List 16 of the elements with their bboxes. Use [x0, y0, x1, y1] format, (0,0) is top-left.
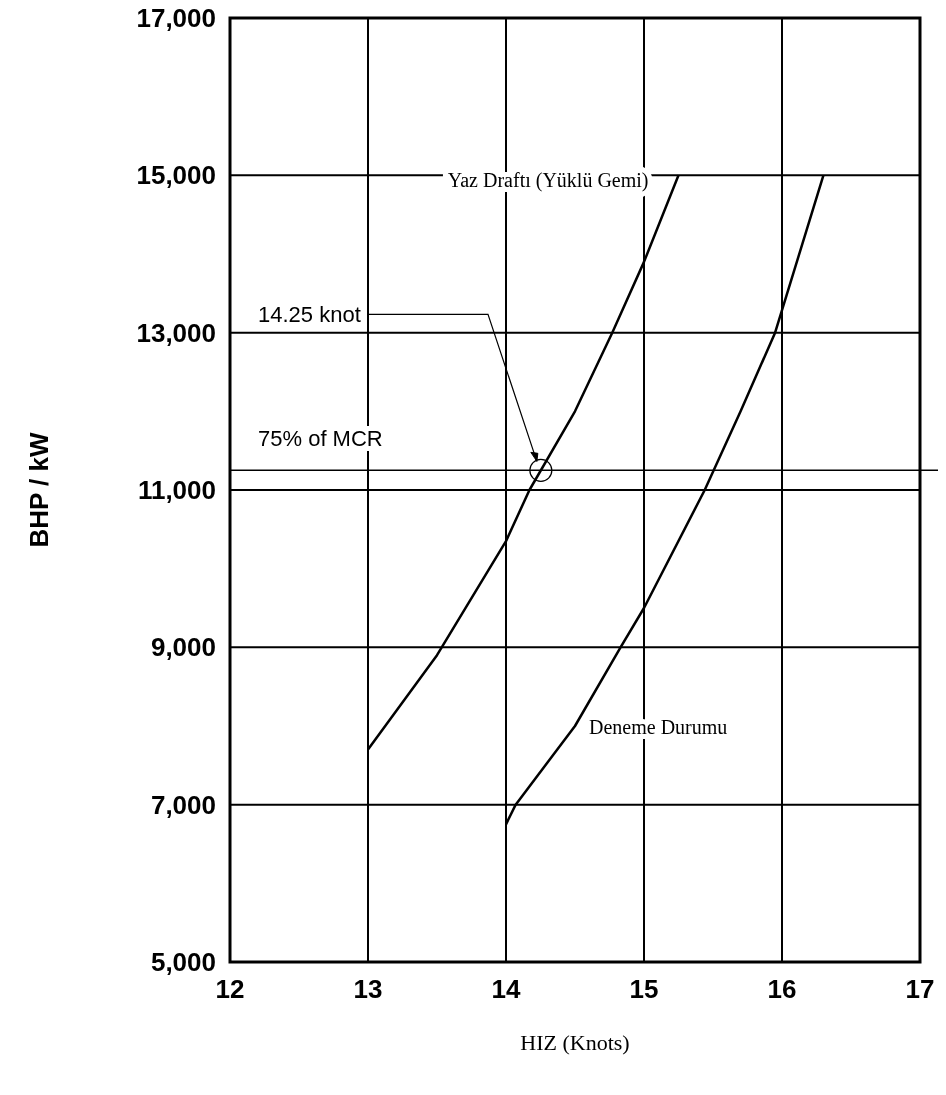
x-axis-title: HIZ (Knots) [520, 1030, 630, 1055]
y-tick-label: 13,000 [136, 317, 216, 348]
y-tick-label: 9,000 [150, 632, 216, 663]
y-tick-label: 5,000 [150, 947, 216, 977]
y-tick-label: 17,000 [136, 3, 216, 33]
x-tick-label: 15 [629, 974, 659, 1004]
y-tick-label: 11,000 [137, 475, 216, 505]
x-tick-label: 13 [353, 974, 383, 1004]
y-tick-label: 7,000 [150, 789, 216, 820]
y-axis-title: BHP / kW [24, 432, 54, 548]
x-tick-label: 12 [215, 974, 245, 1004]
annotation: 14.25 knot [258, 302, 361, 328]
x-tick-label: 16 [767, 974, 797, 1004]
x-tick-label: 17 [905, 974, 935, 1004]
x-tick-label: 14 [491, 974, 521, 1004]
y-tick-label: 15,000 [136, 160, 216, 191]
